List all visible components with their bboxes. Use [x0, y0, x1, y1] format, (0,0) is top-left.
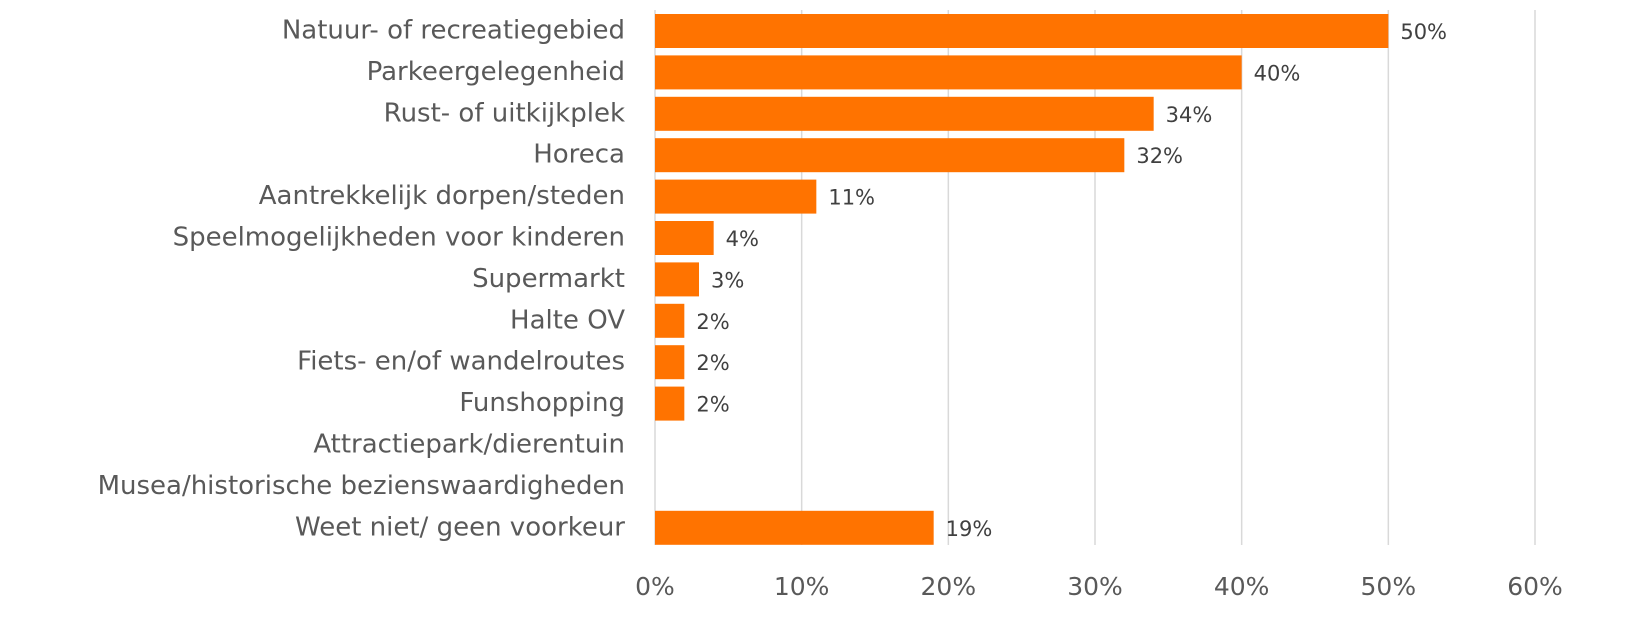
x-tick-label: 10% [774, 572, 830, 601]
bar [655, 345, 685, 380]
data-label: 50% [1400, 20, 1447, 44]
y-tick-label: Attractiepark/dierentuin [313, 430, 625, 460]
y-tick-label: Supermarkt [472, 264, 625, 294]
x-tick-label: 20% [921, 572, 977, 601]
bar [655, 386, 685, 421]
bar [655, 303, 685, 338]
data-label: 40% [1254, 61, 1301, 85]
y-tick-label: Aantrekkelijk dorpen/steden [259, 181, 625, 211]
data-label: 11% [828, 186, 875, 210]
y-tick-label: Fiets- en/of wandelroutes [297, 347, 625, 377]
bar [655, 14, 1389, 48]
bar [655, 138, 1125, 173]
y-tick-label: Rust- of uitkijkplek [384, 98, 625, 128]
x-tick-label: 0% [635, 572, 675, 601]
y-tick-label: Musea/historische bezienswaardigheden [98, 471, 625, 501]
y-tick-label: Funshopping [459, 388, 625, 418]
bar [655, 55, 1242, 90]
y-tick-label: Horeca [533, 140, 625, 170]
y-tick-label: Halte OV [510, 305, 625, 335]
x-tick-label: 30% [1067, 572, 1123, 601]
data-label: 32% [1136, 144, 1183, 168]
data-label: 4% [726, 227, 759, 251]
x-tick-label: 50% [1361, 572, 1417, 601]
x-tick-label: 40% [1214, 572, 1270, 601]
y-tick-label: Parkeergelegenheid [367, 57, 625, 87]
x-tick-label: 60% [1507, 572, 1563, 601]
bar [655, 510, 934, 545]
y-tick-label: Natuur- of recreatiegebied [282, 16, 625, 46]
y-tick-label: Weet niet/ geen voorkeur [295, 512, 625, 542]
data-label: 34% [1166, 103, 1213, 127]
data-label: 3% [711, 268, 744, 292]
bar [655, 262, 699, 297]
data-label: 19% [946, 517, 993, 541]
data-label: 2% [696, 351, 729, 375]
data-label: 2% [696, 393, 729, 417]
bar [655, 179, 817, 214]
bar [655, 96, 1154, 131]
y-tick-label: Speelmogelijkheden voor kinderen [173, 223, 625, 253]
bar [655, 221, 714, 255]
data-label: 2% [696, 310, 729, 334]
